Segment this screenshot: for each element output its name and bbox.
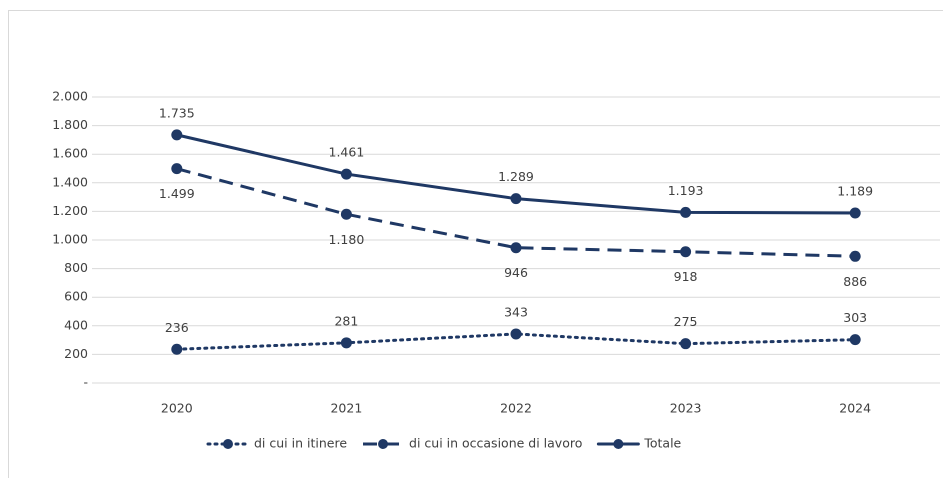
y-tick-label: 1.000 [52, 232, 88, 247]
data-label: 918 [674, 269, 698, 284]
data-point [340, 337, 352, 349]
y-tick-label: 600 [64, 289, 88, 304]
data-point [510, 193, 522, 205]
data-label: 343 [504, 304, 528, 319]
y-tick-label: 1.400 [52, 174, 88, 189]
series-line [176, 167, 856, 258]
x-tick-label: 2022 [500, 401, 532, 416]
legend-label: di cui in itinere [254, 436, 347, 451]
x-tick-label: 2024 [839, 401, 871, 416]
y-tick-label: 800 [64, 260, 88, 275]
legend-marker [613, 439, 624, 449]
data-point [171, 343, 183, 355]
x-tick-label: 2020 [161, 401, 193, 416]
data-label: 1.735 [159, 105, 195, 120]
y-tick-label: - [83, 375, 88, 390]
y-tick-label: 400 [64, 317, 88, 332]
legend-label: di cui in occasione di lavoro [409, 436, 582, 451]
x-tick-label: 2021 [330, 401, 362, 416]
data-point [680, 206, 692, 218]
data-point [849, 250, 861, 262]
data-label: 236 [165, 320, 189, 335]
data-label: 946 [504, 265, 528, 280]
data-label: 886 [843, 274, 867, 289]
data-point [340, 208, 352, 220]
data-label: 1.193 [668, 183, 704, 198]
chart-frame [8, 10, 943, 478]
data-point [171, 163, 183, 175]
data-label: 281 [334, 313, 358, 328]
data-point [680, 338, 692, 350]
legend-marker [378, 439, 389, 449]
data-label: 303 [843, 310, 867, 325]
data-point [340, 168, 352, 180]
y-tick-label: 1.200 [52, 203, 88, 218]
data-point [171, 129, 183, 141]
y-tick-label: 1.600 [52, 146, 88, 161]
legend-label: Totale [643, 436, 681, 451]
legend-marker [223, 439, 233, 449]
series-line [175, 332, 857, 351]
data-point [680, 246, 692, 258]
y-tick-label: 1.800 [52, 117, 88, 132]
data-point [510, 242, 522, 254]
data-label: 275 [674, 314, 698, 329]
data-point [849, 334, 861, 346]
data-label: 1.499 [159, 186, 195, 201]
data-label: 1.189 [837, 183, 873, 198]
data-label: 1.289 [498, 169, 534, 184]
data-label: 1.180 [329, 232, 365, 247]
data-point [849, 207, 861, 219]
data-point [510, 328, 522, 340]
y-tick-label: 200 [64, 346, 88, 361]
data-label: 1.461 [329, 145, 365, 160]
y-tick-label: 2.000 [52, 89, 88, 104]
x-tick-label: 2023 [670, 401, 702, 416]
